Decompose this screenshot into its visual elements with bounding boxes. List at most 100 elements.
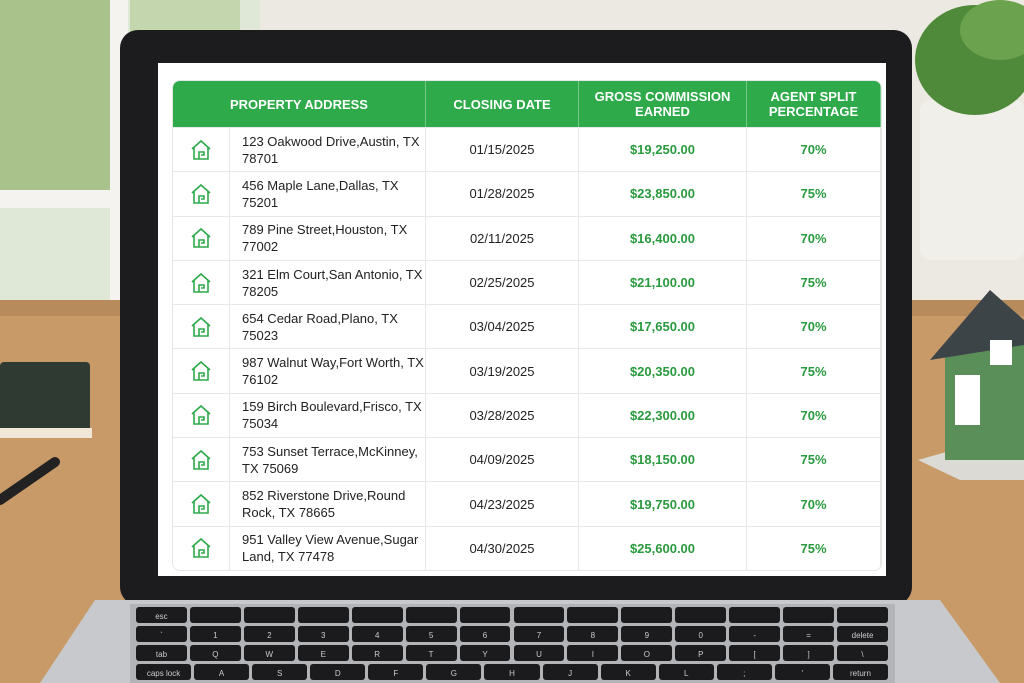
commission: $17,650.00: [579, 305, 747, 349]
table-row: 789 Pine Street,Houston, TX 77002 02/11/2…: [173, 215, 881, 260]
agent-split: 70%: [747, 393, 881, 438]
table-row: 987 Walnut Way,Fort Worth, TX 76102 03/19…: [173, 348, 881, 393]
commission: $21,100.00: [579, 260, 747, 305]
key: T: [405, 645, 457, 661]
key: [243, 607, 295, 623]
icon-cell: [173, 260, 230, 305]
city: McKinney, TX 75069: [242, 443, 418, 476]
agent-split: 75%: [747, 172, 881, 216]
icon-cell: [173, 482, 230, 526]
commission: $20,350.00: [579, 349, 747, 393]
key: U: [513, 645, 565, 661]
key: [567, 607, 619, 623]
key: ': [774, 664, 830, 680]
city: Frisco, TX 75034: [242, 399, 422, 432]
key: R: [351, 645, 403, 661]
key: tab: [136, 645, 187, 661]
key: J: [542, 664, 598, 680]
key: [297, 607, 349, 623]
house-icon: [191, 405, 211, 426]
header-cell: CLOSING DATE: [426, 81, 579, 127]
key: 8: [567, 626, 619, 642]
address: 159 Birch Boulevard,Frisco, TX 75034: [230, 398, 425, 432]
closing-date: 04/30/2025: [426, 526, 579, 570]
key: [405, 607, 457, 623]
table-row: 852 Riverstone Drive,Round Rock, TX 7866…: [173, 481, 881, 526]
address: 456 Maple Lane,Dallas, TX 75201: [230, 177, 425, 211]
table: PROPERTY ADDRESS CLOSING DATE GROSS COMM…: [172, 80, 882, 571]
closing-date: 03/28/2025: [426, 393, 579, 438]
city: Round Rock, TX 78665: [242, 488, 406, 521]
commission: $16,400.00: [579, 216, 747, 260]
key: 1: [189, 626, 241, 642]
table-body: 123 Oakwood Drive,Austin, TX 78701 01/15/…: [173, 127, 881, 570]
key: 2: [243, 626, 295, 642]
commission: $22,300.00: [579, 393, 747, 438]
icon-cell: [173, 438, 230, 482]
key: 9: [621, 626, 673, 642]
address-cell: 852 Riverstone Drive,Round Rock, TX 7866…: [173, 482, 426, 526]
key: [351, 607, 403, 623]
city: Dallas, TX 75201: [242, 177, 399, 210]
table-row: 654 Cedar Road,Plano, TX 75023 03/04/2025…: [173, 304, 881, 349]
street: 987 Walnut Way,: [242, 355, 340, 371]
house-icon: [191, 538, 211, 559]
key: P: [675, 645, 727, 661]
table-header: PROPERTY ADDRESS CLOSING DATE GROSS COMM…: [173, 81, 881, 127]
key: D: [310, 664, 366, 680]
street: 456 Maple Lane,: [242, 177, 339, 193]
agent-split: 70%: [747, 482, 881, 526]
commission: $23,850.00: [579, 172, 747, 216]
commission: $19,750.00: [579, 482, 747, 526]
address-cell: 951 Valley View Avenue,Sugar Land, TX 77…: [173, 526, 426, 570]
key: =: [783, 626, 835, 642]
key: -: [729, 626, 781, 642]
agent-split: 70%: [747, 216, 881, 260]
key: esc: [136, 607, 187, 623]
address-cell: 159 Birch Boulevard,Frisco, TX 75034: [173, 393, 426, 438]
street: 654 Cedar Road,: [242, 310, 342, 326]
screen: PROPERTY ADDRESS CLOSING DATE GROSS COMM…: [158, 63, 886, 576]
key: K: [600, 664, 656, 680]
key: [729, 607, 781, 623]
table-row: 951 Valley View Avenue,Sugar Land, TX 77…: [173, 525, 881, 570]
house-icon: [191, 228, 211, 249]
header-cell: GROSS COMMISSION EARNED: [579, 81, 747, 127]
icon-cell: [173, 349, 230, 393]
city: Fort Worth, TX 76102: [242, 355, 424, 388]
key: return: [832, 664, 888, 680]
address: 951 Valley View Avenue,Sugar Land, TX 77…: [230, 531, 425, 565]
street: 789 Pine Street,: [242, 222, 336, 238]
key: O: [621, 645, 673, 661]
agent-split: 75%: [747, 349, 881, 393]
agent-split: 70%: [747, 128, 881, 172]
address: 654 Cedar Road,Plano, TX 75023: [230, 310, 425, 344]
table-row: 456 Maple Lane,Dallas, TX 75201 01/28/202…: [173, 171, 881, 216]
closing-date: 04/23/2025: [426, 482, 579, 526]
key: L: [658, 664, 714, 680]
closing-date: 01/15/2025: [426, 128, 579, 172]
address-cell: 654 Cedar Road,Plano, TX 75023: [173, 305, 426, 349]
agent-split: 75%: [747, 260, 881, 305]
house-icon: [191, 449, 211, 470]
address: 852 Riverstone Drive,Round Rock, TX 7866…: [230, 487, 425, 521]
address-cell: 123 Oakwood Drive,Austin, TX 78701: [173, 128, 426, 172]
key: 5: [405, 626, 457, 642]
street: 852 Riverstone Drive,: [242, 488, 367, 504]
address: 123 Oakwood Drive,Austin, TX 78701: [230, 133, 425, 167]
address: 789 Pine Street,Houston, TX 77002: [230, 221, 425, 255]
key: [675, 607, 727, 623]
key: [783, 607, 835, 623]
table-row: 123 Oakwood Drive,Austin, TX 78701 01/15/…: [173, 127, 881, 172]
icon-cell: [173, 305, 230, 349]
key: [837, 607, 888, 623]
key: 6: [459, 626, 511, 642]
street: 753 Sunset Terrace,: [242, 443, 359, 459]
house-icon: [191, 361, 211, 381]
key: ]: [783, 645, 835, 661]
street: 159 Birch Boulevard,: [242, 399, 363, 415]
commission: $25,600.00: [579, 526, 747, 570]
table-row: 321 Elm Court,San Antonio, TX 78205 02/25…: [173, 259, 881, 305]
key: caps lock: [136, 664, 192, 680]
house-icon: [191, 316, 211, 337]
